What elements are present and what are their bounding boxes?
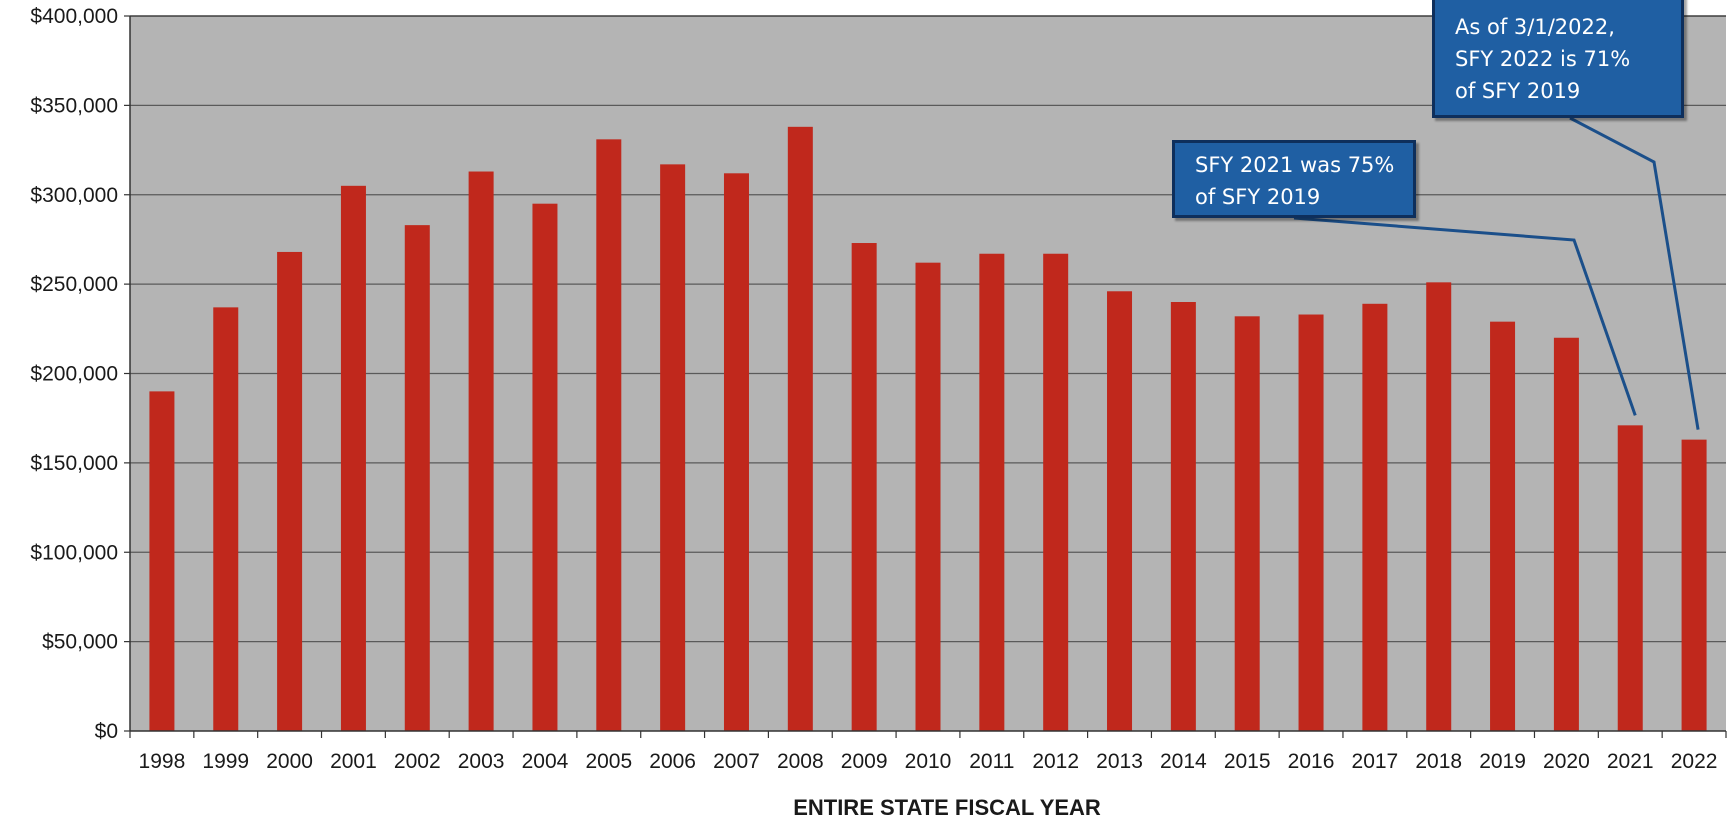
x-tick-label-2009: 2009 [841,750,888,773]
y-tick-label: $400,000 [30,5,118,28]
x-tick-label-2017: 2017 [1352,750,1399,773]
y-tick-label: $300,000 [30,184,118,207]
x-tick-label-2002: 2002 [394,750,441,773]
bar-2021 [1617,425,1643,731]
x-tick-label-2021: 2021 [1607,750,1654,773]
x-tick-label-2005: 2005 [585,750,632,773]
bar-2013 [1107,291,1133,731]
x-tick-label-2016: 2016 [1288,750,1335,773]
bar-1998 [149,391,175,731]
x-tick-label-2014: 2014 [1160,750,1207,773]
bar-2016 [1298,314,1324,731]
x-tick-label-2020: 2020 [1543,750,1590,773]
x-tick-label-2012: 2012 [1032,750,1079,773]
bar-2020 [1553,337,1579,731]
x-tick-label-2018: 2018 [1415,750,1462,773]
bar-2014 [1170,302,1196,731]
x-tick-label-2000: 2000 [266,750,313,773]
callout-sfy-2022-line-3: of SFY 2019 [1455,79,1581,103]
x-tick-label-1999: 1999 [202,750,249,773]
x-tick-label-2022: 2022 [1671,750,1718,773]
callout-sfy-2022: As of 3/1/2022, SFY 2022 is 71% of SFY 2… [1432,0,1684,118]
bar-2003 [468,171,494,731]
leader-line-2021 [1293,216,1637,416]
bar-2018 [1426,282,1452,731]
x-tick-label-2003: 2003 [458,750,505,773]
y-tick-label: $250,000 [30,273,118,296]
bar-2007 [723,173,749,732]
bar-2017 [1362,303,1388,731]
bar-2000 [277,251,303,731]
bar-1999 [213,307,239,731]
bar-2010 [915,262,941,731]
y-tick-label: $200,000 [30,363,118,386]
y-tick-label: $0 [95,720,118,743]
leader-line-2022 [1569,116,1700,430]
y-axis-tick-labels: $0 $50,000 $100,000 $150,000 $200,000 $250,00… [30,5,118,743]
y-tick-label: $50,000 [42,631,118,654]
bar-2004 [532,203,558,731]
y-tick-label: $100,000 [30,541,118,564]
bar-2022 [1681,439,1707,731]
x-tick-label-2015: 2015 [1224,750,1271,773]
x-tick-label-2011: 2011 [969,750,1014,773]
bar-2019 [1490,321,1516,731]
y-tick-label: $350,000 [30,94,118,117]
x-tick-label-2007: 2007 [713,750,760,773]
callout-sfy-2021-line-2: of SFY 2019 [1195,185,1321,209]
x-axis-tick-labels: 1998 1999 2000 2001 2002 2003 2004 2005 2006 2007… [129,731,1727,773]
x-tick-label-2010: 2010 [905,750,952,773]
bar-2001 [340,185,366,731]
bar-2005 [596,139,622,731]
callout-sfy-2021-line-1: SFY 2021 was 75% [1195,153,1395,177]
x-axis-title: ENTIRE STATE FISCAL YEAR [793,795,1101,820]
bar-2012 [1043,253,1069,732]
bar-2006 [660,164,686,732]
bars [149,126,1707,732]
bar-2011 [979,253,1005,732]
x-tick-label-2006: 2006 [649,750,696,773]
x-tick-label-2008: 2008 [777,750,824,773]
x-tick-label-2013: 2013 [1096,750,1143,773]
y-tick-label: $150,000 [30,452,118,475]
x-tick-label-2001: 2001 [330,750,377,773]
bar-2015 [1234,316,1260,731]
bar-2009 [851,243,877,731]
callout-leader-lines [1293,116,1700,430]
bar-2008 [787,126,813,731]
callout-sfy-2021: SFY 2021 was 75% of SFY 2019 [1172,140,1416,218]
callout-sfy-2022-line-2: SFY 2022 is 71% [1455,47,1631,71]
x-tick-label-1998: 1998 [139,750,186,773]
x-tick-label-2004: 2004 [522,750,569,773]
bar-2002 [404,225,430,731]
x-tick-label-2019: 2019 [1479,750,1526,773]
callout-sfy-2022-line-1: As of 3/1/2022, [1455,15,1615,39]
